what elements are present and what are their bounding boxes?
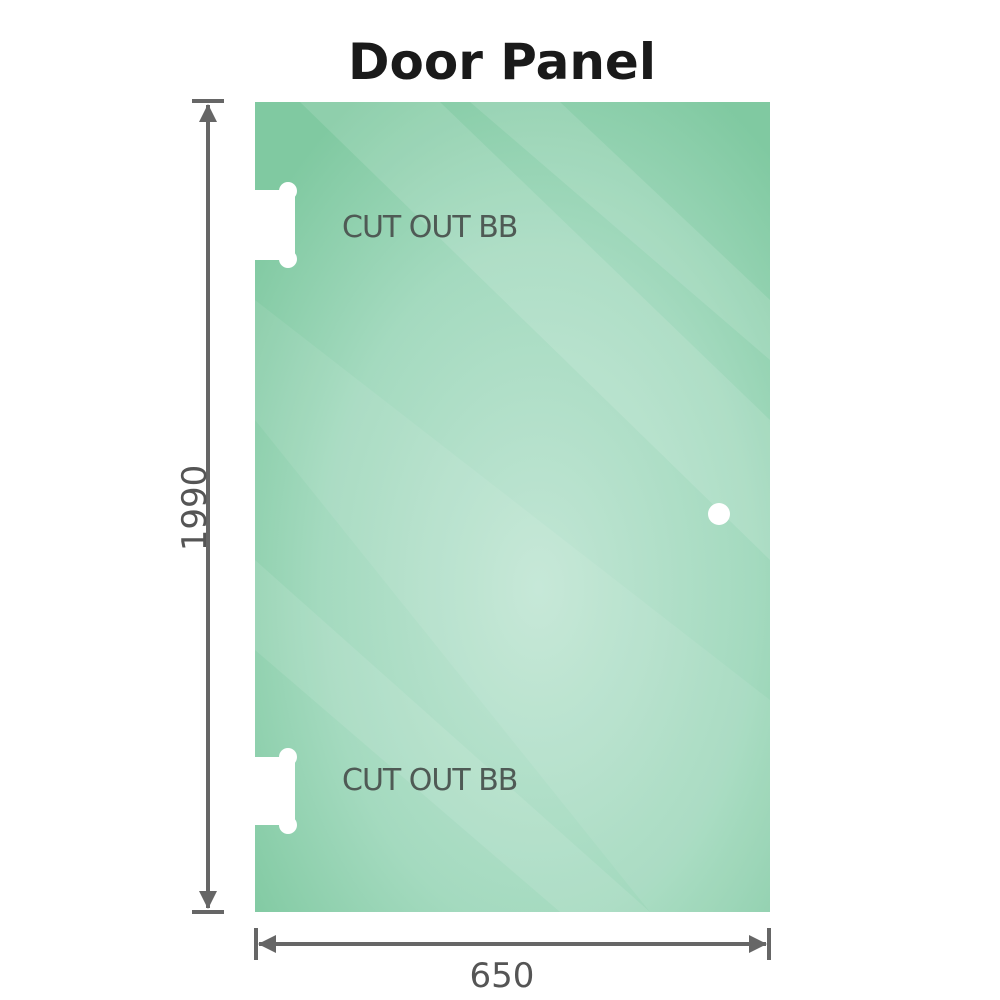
hinge-cutout-bottom (250, 748, 297, 834)
cutout-label-top: CUT OUT BB (342, 210, 517, 245)
width-dimension-label: 650 (470, 956, 535, 996)
glass-panel (255, 102, 770, 912)
height-dimension-label: 1990 (175, 465, 215, 552)
cutout-label-bottom: CUT OUT BB (342, 763, 517, 798)
height-dimension-line (192, 99, 224, 914)
width-dimension-line (254, 928, 771, 960)
handle-hole (708, 503, 730, 525)
diagram-title: Door Panel (348, 33, 656, 91)
hinge-cutout-top (250, 182, 297, 268)
